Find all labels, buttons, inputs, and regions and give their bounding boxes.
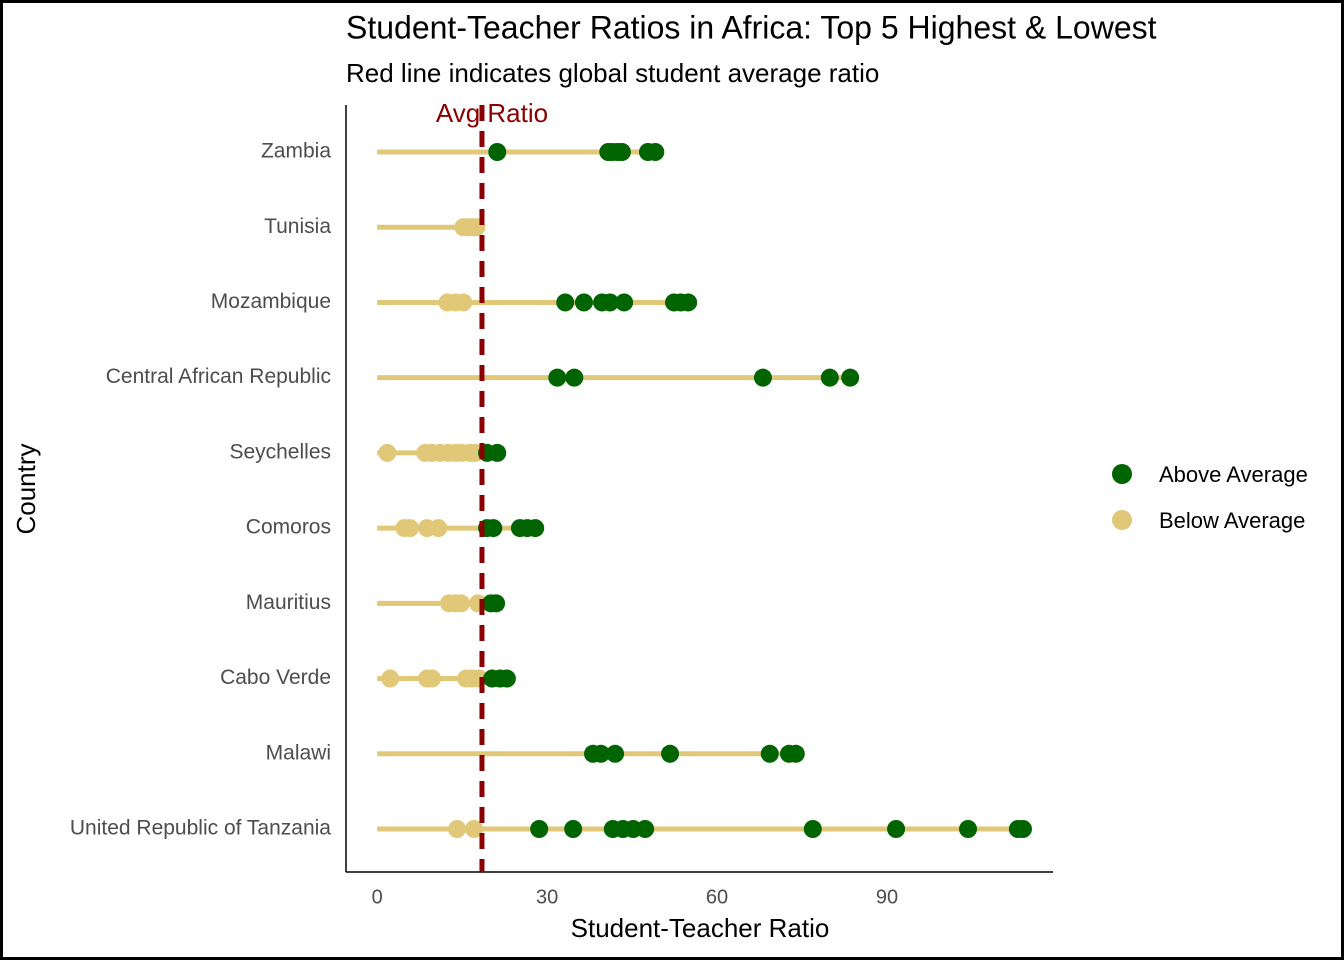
data-point xyxy=(530,820,549,838)
data-point xyxy=(591,744,610,763)
data-point xyxy=(465,820,484,838)
data-point xyxy=(565,368,584,387)
data-point xyxy=(574,293,593,312)
data-point xyxy=(487,594,506,613)
chart-subtitle: Red line indicates global student averag… xyxy=(346,58,879,88)
data-point xyxy=(564,820,583,838)
data-point xyxy=(1013,820,1032,838)
y-tick-label: Zambia xyxy=(261,140,331,163)
data-point xyxy=(548,368,567,387)
data-point xyxy=(488,443,507,462)
data-point xyxy=(381,669,400,688)
data-point xyxy=(887,820,906,838)
data-point xyxy=(401,519,420,538)
data-point xyxy=(636,820,655,838)
x-axis-label: Student-Teacher Ratio xyxy=(571,913,830,943)
data-point xyxy=(497,669,516,688)
y-tick-label: Seychelles xyxy=(229,440,331,463)
x-tick-label: 0 xyxy=(372,886,383,908)
average-annotation: Avg Ratio xyxy=(436,98,548,128)
y-tick-label: Comoros xyxy=(246,516,331,539)
legend-marker xyxy=(1112,510,1132,530)
y-tick-label: Mozambique xyxy=(211,290,331,313)
data-point xyxy=(803,820,822,838)
legend-marker xyxy=(1112,464,1132,484)
legend-label: Below Average xyxy=(1159,508,1305,533)
data-point xyxy=(959,820,978,838)
data-point xyxy=(429,519,448,538)
data-point xyxy=(606,744,625,763)
x-tick-label: 60 xyxy=(706,886,728,908)
data-point xyxy=(646,143,665,161)
data-point xyxy=(448,820,467,838)
y-tick-label: Malawi xyxy=(266,741,331,764)
legend-label: Above Average xyxy=(1159,462,1308,487)
y-axis-label: Country xyxy=(11,443,41,534)
data-point xyxy=(679,293,698,312)
data-point xyxy=(753,368,772,387)
data-point xyxy=(841,368,860,387)
data-point xyxy=(786,744,805,763)
y-tick-label: Cabo Verde xyxy=(220,666,331,689)
data-point xyxy=(615,293,634,312)
data-point xyxy=(661,744,680,763)
data-point xyxy=(488,143,507,161)
data-point xyxy=(378,443,397,462)
data-point xyxy=(484,519,503,538)
data-point xyxy=(612,143,631,161)
data-point xyxy=(526,519,545,538)
data-point xyxy=(452,594,471,613)
data-point xyxy=(760,744,779,763)
data-point xyxy=(820,368,839,387)
x-tick-label: 90 xyxy=(876,886,898,908)
data-point xyxy=(454,293,473,312)
chart-title: Student-Teacher Ratios in Africa: Top 5 … xyxy=(346,9,1157,45)
y-tick-label: United Republic of Tanzania xyxy=(70,817,331,840)
data-point xyxy=(600,293,619,312)
y-tick-label: Central African Republic xyxy=(106,365,331,388)
data-point xyxy=(556,293,575,312)
y-tick-label: Mauritius xyxy=(246,591,331,614)
x-tick-label: 30 xyxy=(536,886,558,908)
data-point xyxy=(423,669,442,688)
y-tick-label: Tunisia xyxy=(264,215,331,238)
